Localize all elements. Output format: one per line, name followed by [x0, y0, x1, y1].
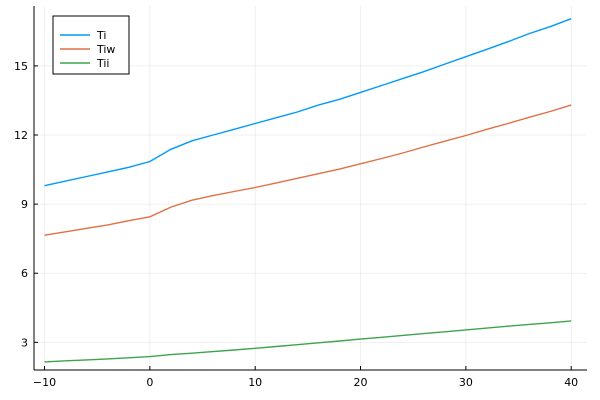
y-tick-label: 6: [21, 267, 28, 280]
y-tick-label: 12: [14, 129, 28, 142]
series-lines: [44, 18, 572, 363]
legend-label-tiw: Tiw: [96, 43, 115, 56]
legend-box: [52, 15, 130, 75]
x-tick-label: −10: [33, 376, 56, 389]
series-line-ti: [44, 18, 572, 187]
series-line-tii: [44, 320, 572, 363]
legend-label-tii: Tii: [96, 57, 110, 70]
y-tick-label: 3: [21, 336, 28, 349]
x-tick-label: 10: [248, 376, 262, 389]
tick-labels: −10 0 10 20 30 40 3 6 9 12 15: [14, 60, 578, 389]
series-line-tiw: [44, 104, 572, 236]
x-tick-label: 0: [146, 376, 153, 389]
axes: [33, 6, 587, 371]
legend-label-ti: Ti: [96, 29, 106, 42]
y-tick-label: 15: [14, 60, 28, 73]
x-tick-label: 30: [459, 376, 473, 389]
y-tick-label: 9: [21, 198, 28, 211]
x-tick-label: 40: [564, 376, 578, 389]
x-tick-label: 20: [354, 376, 368, 389]
